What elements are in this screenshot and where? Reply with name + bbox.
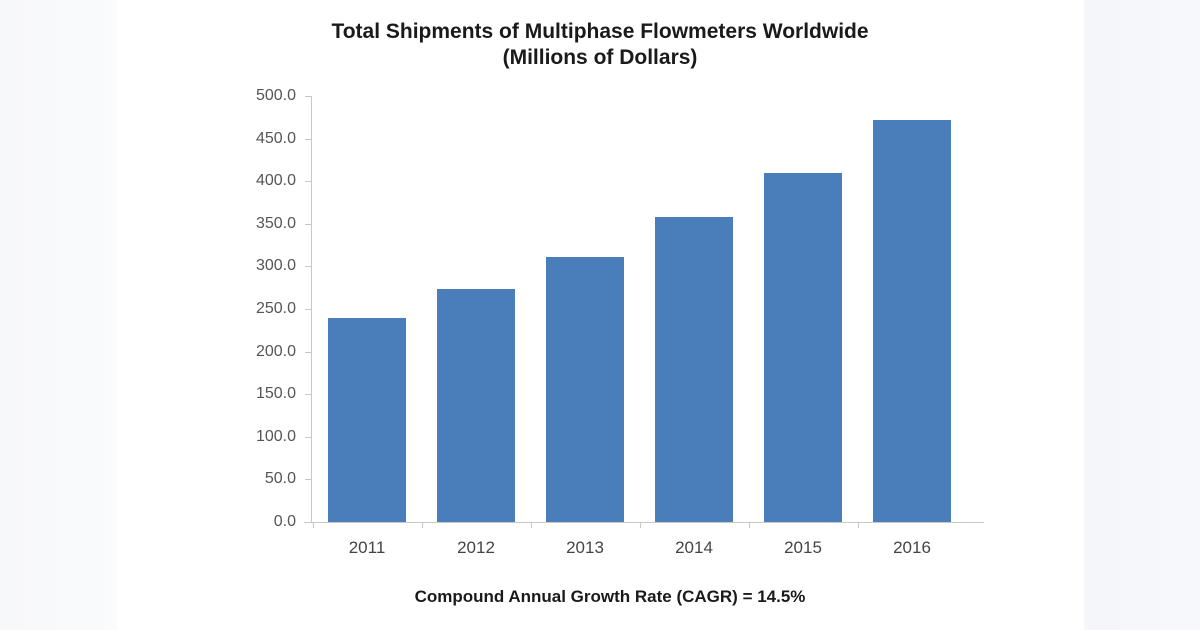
cagr-annotation: Compound Annual Growth Rate (CAGR) = 14.… bbox=[414, 587, 806, 606]
y-tick bbox=[305, 96, 311, 97]
bar-2011 bbox=[328, 317, 406, 522]
x-tick bbox=[857, 522, 859, 528]
x-tick-label: 2013 bbox=[566, 538, 604, 557]
x-tick bbox=[421, 522, 423, 528]
y-tick-label: 350.0 bbox=[255, 214, 296, 232]
y-tick bbox=[305, 351, 311, 353]
y-tick bbox=[305, 394, 311, 396]
y-tick bbox=[305, 522, 311, 523]
y-tick-label: 150.0 bbox=[255, 385, 296, 403]
bar-2015 bbox=[764, 172, 842, 522]
chart-subtitle: (Millions of Dollars) bbox=[502, 46, 698, 69]
y-tick-label: 500.0 bbox=[255, 87, 296, 104]
bar-2013 bbox=[546, 257, 624, 522]
y-tick-label: 100.0 bbox=[255, 427, 296, 445]
x-tick-label: 2011 bbox=[348, 538, 386, 557]
y-tick-label: 450.0 bbox=[255, 129, 296, 147]
y-tick-label: 250.0 bbox=[255, 300, 296, 317]
bar-2012 bbox=[437, 289, 515, 522]
y-tick-label: 300.0 bbox=[255, 257, 296, 275]
x-tick-label: 2012 bbox=[457, 538, 495, 557]
y-tick-label: 50.0 bbox=[264, 470, 296, 488]
x-tick bbox=[530, 522, 532, 528]
bar-2016 bbox=[873, 119, 951, 522]
chart-title: Total Shipments of Multiphase Flowmeters… bbox=[331, 20, 869, 43]
x-tick-label: 2014 bbox=[675, 538, 713, 557]
x-tick bbox=[748, 522, 750, 528]
y-tick-label: 0.0 bbox=[273, 513, 296, 530]
y-tick-label: 400.0 bbox=[255, 172, 296, 190]
bar-2014 bbox=[655, 216, 733, 522]
y-tick bbox=[305, 266, 311, 268]
x-tick-label: 2015 bbox=[784, 538, 822, 557]
x-tick bbox=[639, 522, 641, 528]
y-axis-line bbox=[311, 96, 312, 523]
y-tick bbox=[305, 309, 311, 310]
y-tick bbox=[305, 181, 311, 183]
x-tick-label: 2016 bbox=[893, 538, 931, 557]
y-tick bbox=[305, 436, 311, 438]
y-tick bbox=[305, 223, 311, 225]
y-tick-label: 200.0 bbox=[255, 342, 296, 360]
x-axis-line bbox=[304, 522, 984, 523]
x-tick bbox=[312, 522, 314, 528]
y-tick bbox=[305, 138, 311, 140]
y-tick bbox=[305, 479, 311, 481]
